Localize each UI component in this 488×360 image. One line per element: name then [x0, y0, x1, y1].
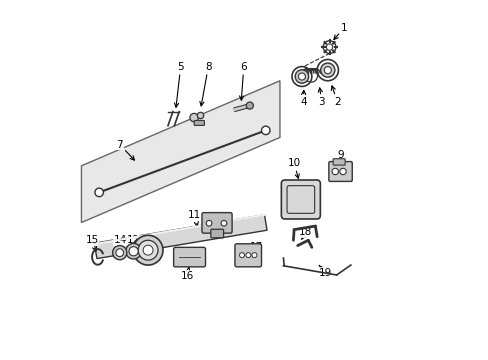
Circle shape — [246, 102, 253, 109]
Circle shape — [261, 126, 269, 135]
Text: 17: 17 — [248, 242, 263, 252]
Text: 1: 1 — [333, 23, 347, 40]
Circle shape — [331, 168, 338, 175]
Circle shape — [339, 168, 346, 175]
FancyBboxPatch shape — [281, 180, 320, 219]
Circle shape — [251, 253, 256, 258]
Text: 14: 14 — [114, 235, 127, 251]
Text: 5: 5 — [174, 62, 183, 107]
Polygon shape — [94, 215, 266, 258]
Circle shape — [245, 253, 250, 258]
Circle shape — [197, 112, 203, 119]
Circle shape — [298, 73, 305, 80]
Text: 12: 12 — [126, 235, 140, 251]
Text: 9: 9 — [336, 150, 344, 168]
FancyBboxPatch shape — [234, 244, 261, 267]
Text: 11: 11 — [188, 211, 201, 226]
FancyBboxPatch shape — [328, 162, 351, 181]
Circle shape — [239, 253, 244, 258]
FancyBboxPatch shape — [332, 159, 345, 165]
Text: 15: 15 — [85, 235, 99, 251]
Circle shape — [291, 67, 311, 86]
FancyBboxPatch shape — [202, 213, 232, 233]
Text: 16: 16 — [181, 267, 194, 281]
Circle shape — [112, 246, 126, 260]
Text: 7: 7 — [116, 140, 134, 160]
Circle shape — [95, 188, 103, 197]
Circle shape — [143, 245, 153, 255]
Circle shape — [129, 247, 138, 256]
Text: 3: 3 — [318, 88, 325, 107]
Text: 13: 13 — [138, 235, 151, 249]
Text: 2: 2 — [331, 86, 340, 107]
FancyBboxPatch shape — [194, 121, 204, 125]
Circle shape — [133, 235, 163, 265]
Text: 10: 10 — [287, 158, 300, 178]
Circle shape — [320, 63, 334, 77]
Text: 8: 8 — [200, 62, 211, 106]
Circle shape — [221, 220, 226, 226]
Polygon shape — [81, 81, 279, 222]
Text: 18: 18 — [298, 228, 311, 239]
Circle shape — [116, 249, 123, 257]
Text: 6: 6 — [239, 62, 246, 100]
Circle shape — [317, 59, 338, 81]
Circle shape — [138, 240, 158, 260]
Circle shape — [189, 113, 198, 122]
Circle shape — [295, 70, 308, 83]
FancyBboxPatch shape — [210, 229, 223, 238]
Circle shape — [125, 243, 141, 259]
Circle shape — [324, 67, 331, 74]
FancyBboxPatch shape — [173, 247, 205, 267]
Text: 4: 4 — [300, 90, 306, 107]
Text: 19: 19 — [318, 265, 331, 278]
Circle shape — [206, 220, 211, 226]
